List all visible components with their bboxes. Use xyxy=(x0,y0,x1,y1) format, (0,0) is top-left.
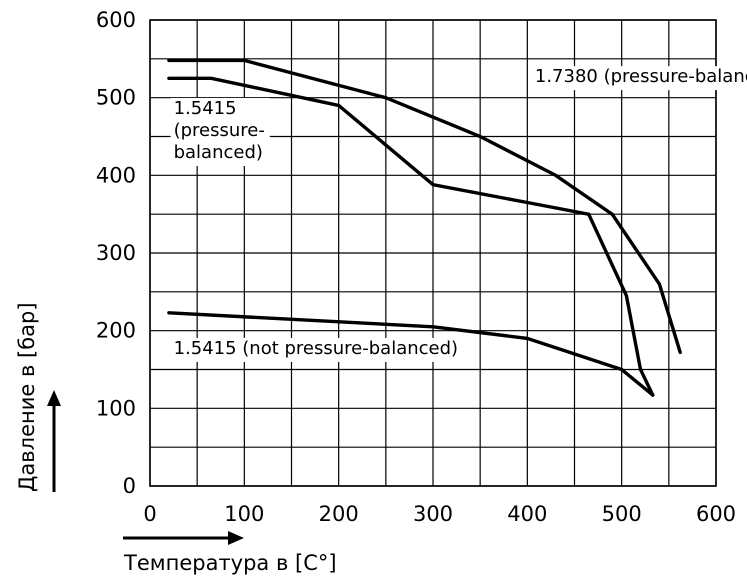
y-axis-title: Давление в [бар] xyxy=(15,302,39,492)
plot-frame xyxy=(149,19,717,487)
x-axis-arrow-icon xyxy=(228,531,244,545)
x-tick-label: 400 xyxy=(507,502,547,526)
series-line-2 xyxy=(167,76,655,397)
axis-titles: Температура в [C°] Давление в [бар] xyxy=(15,302,337,575)
series-line-3 xyxy=(167,311,655,397)
series-line-1 xyxy=(167,58,682,355)
series-label-text: 1.5415 (not pressure-balanced) xyxy=(174,338,458,359)
x-tick-label: 100 xyxy=(224,502,264,526)
y-tick-label: 200 xyxy=(96,319,136,343)
y-tick-label: 400 xyxy=(96,163,136,187)
y-tick-label: 600 xyxy=(96,8,136,32)
x-axis-title: Температура в [C°] xyxy=(123,551,337,575)
annotations: 1.7380 (pressure-balanced) 1.5415(pressur… xyxy=(170,66,747,362)
series-label-background xyxy=(170,337,464,362)
series-label-2: 1.5415(pressure-balanced) xyxy=(170,97,270,166)
series-label-text: 1.5415 xyxy=(174,98,237,119)
x-tick-label: 0 xyxy=(143,502,156,526)
series-lines xyxy=(167,58,682,397)
y-tick-label: 100 xyxy=(96,396,136,420)
series-label-background xyxy=(170,97,270,166)
tick-labels: 0 100 200 300 400 500 600 0 100 200 300 400 500 600 xyxy=(96,8,736,526)
y-tick-label: 300 xyxy=(96,241,136,265)
series-label-text: (pressure- xyxy=(174,120,265,141)
series-label-text: 1.7380 (pressure-balanced) xyxy=(535,66,747,87)
series-label-1: 1.7380 (pressure-balanced) xyxy=(531,66,747,91)
y-axis-arrow-icon xyxy=(47,390,61,406)
series-label-background xyxy=(531,66,747,91)
series-label-3: 1.5415 (not pressure-balanced) xyxy=(170,337,464,362)
x-tick-label: 200 xyxy=(319,502,359,526)
series-label-text: balanced) xyxy=(174,142,263,163)
x-tick-label: 500 xyxy=(602,502,642,526)
x-tick-label: 300 xyxy=(413,502,453,526)
x-tick-label: 600 xyxy=(696,502,736,526)
y-tick-label: 0 xyxy=(123,474,136,498)
y-tick-label: 500 xyxy=(96,86,136,110)
